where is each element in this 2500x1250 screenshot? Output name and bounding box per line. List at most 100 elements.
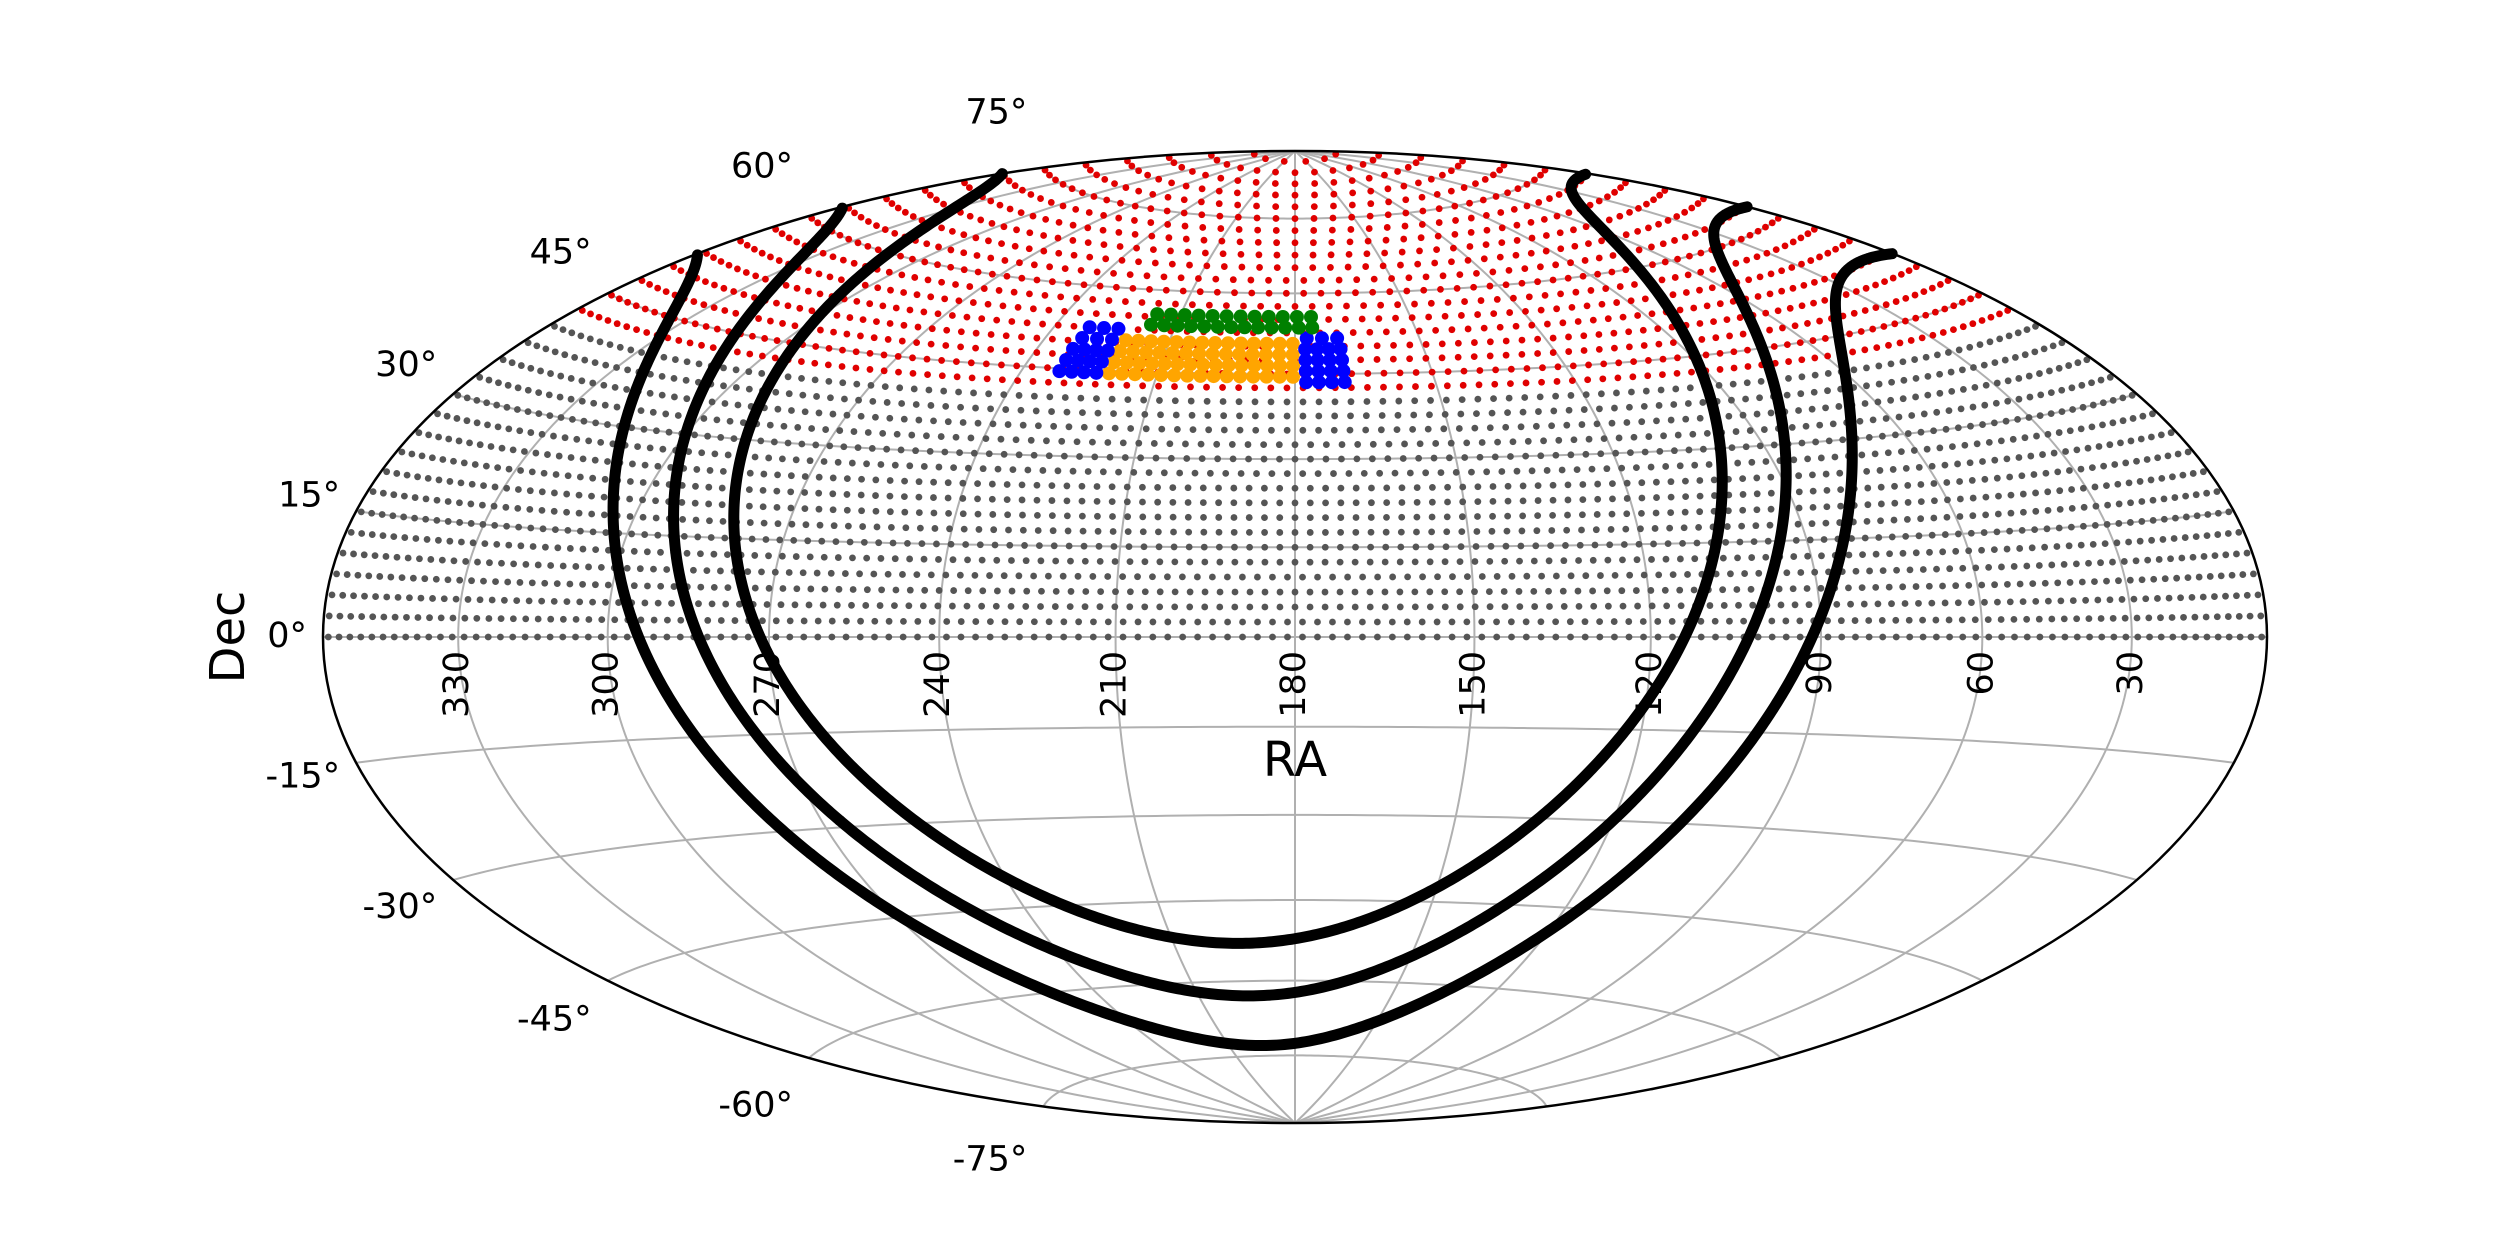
- field-dot: [1996, 310, 2003, 318]
- field-dot: [1653, 417, 1660, 425]
- field-dot: [1474, 513, 1481, 520]
- field-dot: [1602, 285, 1610, 292]
- field-dot: [559, 633, 567, 641]
- field-dot: [1090, 618, 1097, 626]
- field-dot: [485, 376, 493, 384]
- field-dot: [927, 293, 935, 301]
- field-dot: [1505, 266, 1513, 274]
- field-dot: [1542, 247, 1550, 255]
- field-dot: [1824, 352, 1832, 360]
- field-dot: [1537, 452, 1545, 460]
- field-dot: [611, 616, 619, 624]
- y-tick-label: 45°: [530, 233, 592, 273]
- field-dot: [1415, 454, 1423, 462]
- field-dot: [1080, 423, 1088, 431]
- field-dot: [658, 372, 666, 380]
- field-dot: [1513, 221, 1521, 229]
- field-dot: [906, 306, 914, 314]
- field-dot: [707, 534, 715, 541]
- field-dot: [1090, 331, 1105, 346]
- field-dot: [1126, 588, 1134, 596]
- field-dot: [524, 339, 532, 347]
- field-dot: [479, 501, 486, 509]
- field-dot: [694, 533, 702, 541]
- field-dot: [1545, 557, 1553, 565]
- field-dot: [636, 565, 644, 573]
- field-dot: [1291, 603, 1299, 611]
- field-dot: [354, 571, 362, 579]
- field-dot: [584, 633, 592, 641]
- field-dot: [843, 506, 851, 514]
- field-dot: [1030, 392, 1038, 400]
- field-dot: [1140, 543, 1148, 551]
- field-dot: [604, 458, 611, 465]
- field-dot: [799, 569, 807, 577]
- field-dot: [1275, 309, 1290, 324]
- field-dot: [1180, 196, 1188, 204]
- field-dot: [1471, 558, 1479, 565]
- field-dot: [513, 406, 521, 413]
- field-dot: [752, 272, 760, 280]
- field-dot: [1116, 243, 1124, 250]
- field-dot: [1049, 527, 1057, 535]
- field-dot: [785, 569, 793, 576]
- field-dot: [1037, 195, 1044, 202]
- field-dot: [579, 580, 586, 588]
- galactic-line: [728, 168, 1008, 790]
- field-dot: [504, 578, 512, 586]
- field-dot: [2053, 543, 2061, 550]
- field-dot: [1106, 453, 1114, 461]
- field-dot: [2168, 614, 2176, 621]
- field-dot: [1472, 180, 1479, 188]
- field-dot: [590, 399, 598, 407]
- field-dot: [1980, 529, 1988, 536]
- field-dot: [891, 229, 899, 237]
- field-dot: [1357, 356, 1365, 364]
- field-dot: [600, 493, 608, 501]
- field-dot: [1178, 163, 1186, 171]
- field-dot: [572, 616, 580, 623]
- field-dot: [762, 275, 769, 283]
- field-dot: [1358, 315, 1366, 323]
- field-dot: [2080, 503, 2088, 511]
- field-dot: [1726, 332, 1733, 340]
- field-dot: [836, 231, 844, 239]
- field-dot: [2079, 403, 2087, 411]
- field-dot: [959, 510, 967, 518]
- field-dot: [1124, 396, 1132, 404]
- field-dot: [1496, 253, 1504, 261]
- field-dot: [1992, 399, 2000, 407]
- field-dot: [706, 467, 714, 474]
- field-dot: [1052, 587, 1060, 595]
- field-dot: [1512, 251, 1520, 259]
- field-dot: [816, 521, 824, 529]
- field-dot: [1778, 287, 1786, 295]
- field-dot: [469, 539, 477, 547]
- field-dot: [1315, 398, 1323, 406]
- field-dot: [423, 536, 431, 543]
- field-dot: [1170, 357, 1185, 372]
- field-dot: [2243, 549, 2251, 557]
- field-dot: [875, 539, 883, 547]
- field-dot: [1309, 251, 1317, 259]
- field-dot: [572, 563, 580, 570]
- field-dot: [1307, 455, 1314, 463]
- field-dot: [1246, 336, 1261, 351]
- field-dot: [1677, 602, 1685, 610]
- field-dot: [2021, 434, 2029, 442]
- field-dot: [1415, 327, 1423, 335]
- field-dot: [1875, 362, 1883, 370]
- field-dot: [980, 285, 988, 292]
- field-dot: [1060, 379, 1068, 387]
- field-dot: [646, 389, 654, 397]
- field-dot: [914, 323, 922, 331]
- field-dot: [721, 307, 729, 314]
- field-dot: [1950, 302, 1958, 310]
- field-dot: [1966, 459, 1974, 467]
- field-dot: [859, 316, 867, 324]
- field-dot: [439, 456, 447, 463]
- field-dot: [2023, 562, 2031, 570]
- field-dot: [2211, 593, 2218, 600]
- field-dot: [1403, 287, 1411, 295]
- field-dot: [1185, 543, 1193, 551]
